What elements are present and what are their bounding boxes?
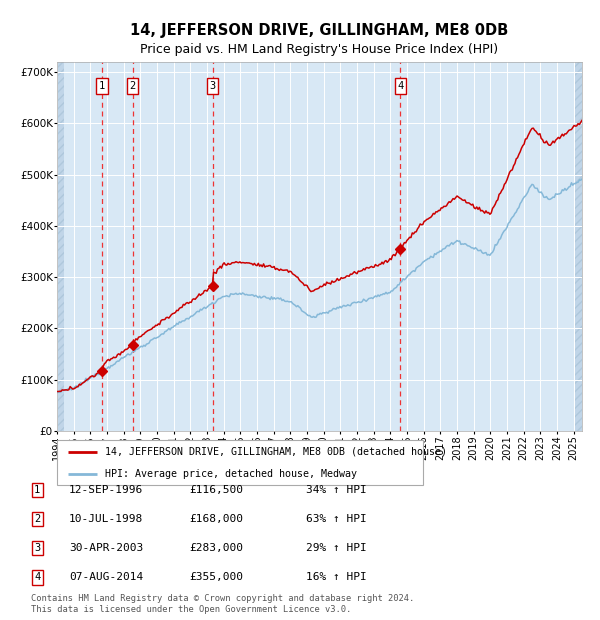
Text: 2: 2 xyxy=(34,514,40,524)
FancyBboxPatch shape xyxy=(57,440,423,485)
Bar xyxy=(575,62,582,431)
Text: 16% ↑ HPI: 16% ↑ HPI xyxy=(306,572,367,582)
Text: 10-JUL-1998: 10-JUL-1998 xyxy=(69,514,143,524)
Text: 4: 4 xyxy=(34,572,40,582)
Text: 1: 1 xyxy=(34,485,40,495)
Bar xyxy=(57,62,64,431)
Text: HPI: Average price, detached house, Medway: HPI: Average price, detached house, Medw… xyxy=(104,469,356,479)
Text: 2: 2 xyxy=(130,81,136,91)
Text: 3: 3 xyxy=(34,543,40,553)
Text: 30-APR-2003: 30-APR-2003 xyxy=(69,543,143,553)
Text: Contains HM Land Registry data © Crown copyright and database right 2024.
This d: Contains HM Land Registry data © Crown c… xyxy=(31,595,415,614)
Text: 14, JEFFERSON DRIVE, GILLINGHAM, ME8 0DB: 14, JEFFERSON DRIVE, GILLINGHAM, ME8 0DB xyxy=(130,23,509,38)
Text: 4: 4 xyxy=(397,81,403,91)
Text: 29% ↑ HPI: 29% ↑ HPI xyxy=(306,543,367,553)
Text: 12-SEP-1996: 12-SEP-1996 xyxy=(69,485,143,495)
Text: £355,000: £355,000 xyxy=(189,572,243,582)
Text: 1: 1 xyxy=(99,81,105,91)
Text: 07-AUG-2014: 07-AUG-2014 xyxy=(69,572,143,582)
Text: Price paid vs. HM Land Registry's House Price Index (HPI): Price paid vs. HM Land Registry's House … xyxy=(140,43,499,56)
Text: £168,000: £168,000 xyxy=(189,514,243,524)
Text: 34% ↑ HPI: 34% ↑ HPI xyxy=(306,485,367,495)
Text: £283,000: £283,000 xyxy=(189,543,243,553)
Text: £116,500: £116,500 xyxy=(189,485,243,495)
Text: 63% ↑ HPI: 63% ↑ HPI xyxy=(306,514,367,524)
Text: 14, JEFFERSON DRIVE, GILLINGHAM, ME8 0DB (detached house): 14, JEFFERSON DRIVE, GILLINGHAM, ME8 0DB… xyxy=(104,447,446,457)
Text: 3: 3 xyxy=(209,81,215,91)
